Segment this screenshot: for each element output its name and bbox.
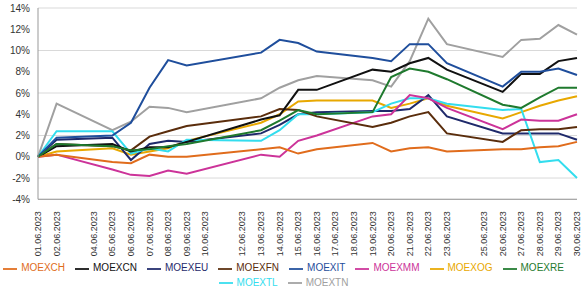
svg-text:23.06.2023: 23.06.2023 xyxy=(442,211,452,256)
html-text:MOEXCH: MOEXCH xyxy=(21,262,65,274)
svg-text:14.06.2023: 14.06.2023 xyxy=(275,211,285,256)
svg-text:30.06.2023: 30.06.2023 xyxy=(572,211,582,256)
svg-text:29.06.2023: 29.06.2023 xyxy=(553,211,563,256)
html-text:MOEXTN: MOEXTN xyxy=(305,276,349,288)
html-text:MOEXIT: MOEXIT xyxy=(307,262,346,274)
svg-text:10%: 10% xyxy=(10,45,30,56)
svg-text:6%: 6% xyxy=(16,88,31,99)
svg-text:07.06.2023: 07.06.2023 xyxy=(145,211,155,256)
svg-text:8%: 8% xyxy=(16,66,31,77)
svg-text:27.06.2023: 27.06.2023 xyxy=(516,211,526,256)
svg-text:16.06.2023: 16.06.2023 xyxy=(312,211,322,256)
html-text:MOEXFN: MOEXFN xyxy=(236,262,280,274)
html-text:MOEXEU: MOEXEU xyxy=(164,262,209,274)
html-text:MOEXMM: MOEXMM xyxy=(373,262,420,274)
svg-text:4%: 4% xyxy=(16,109,31,120)
html-text:MOEXCN: MOEXCN xyxy=(93,262,137,274)
svg-text:-4%: -4% xyxy=(12,194,30,205)
svg-text:20.06.2023: 20.06.2023 xyxy=(386,211,396,256)
svg-text:05.06.2023: 05.06.2023 xyxy=(107,211,117,256)
svg-text:13.06.2023: 13.06.2023 xyxy=(256,211,266,256)
html-text:MOEXRE: MOEXRE xyxy=(520,262,564,274)
svg-text:17.06.2023: 17.06.2023 xyxy=(330,211,340,256)
svg-text:04.06.2023: 04.06.2023 xyxy=(89,211,99,256)
svg-text:2%: 2% xyxy=(16,130,31,141)
svg-text:18.06.2023: 18.06.2023 xyxy=(349,211,359,256)
svg-text:28.06.2023: 28.06.2023 xyxy=(535,211,545,256)
svg-text:06.06.2023: 06.06.2023 xyxy=(126,211,136,256)
svg-text:19.06.2023: 19.06.2023 xyxy=(368,211,378,256)
svg-text:21.06.2023: 21.06.2023 xyxy=(405,211,415,256)
svg-text:10.06.2023: 10.06.2023 xyxy=(200,211,210,256)
svg-text:26.06.2023: 26.06.2023 xyxy=(498,211,508,256)
html-text:MOEXOG: MOEXOG xyxy=(447,262,493,274)
svg-text:09.06.2023: 09.06.2023 xyxy=(182,211,192,256)
svg-text:12.06.2023: 12.06.2023 xyxy=(237,211,247,256)
svg-text:02.06.2023: 02.06.2023 xyxy=(52,211,62,256)
svg-text:25.06.2023: 25.06.2023 xyxy=(479,211,489,256)
svg-text:12%: 12% xyxy=(10,24,30,35)
svg-text:0%: 0% xyxy=(16,151,31,162)
svg-text:15.06.2023: 15.06.2023 xyxy=(293,211,303,256)
svg-text:01.06.2023: 01.06.2023 xyxy=(33,211,43,256)
svg-text:-2%: -2% xyxy=(12,173,30,184)
svg-text:14%: 14% xyxy=(10,3,30,14)
svg-text:08.06.2023: 08.06.2023 xyxy=(163,211,173,256)
html-text:MOEXTL: MOEXTL xyxy=(236,276,278,288)
svg-text:22.06.2023: 22.06.2023 xyxy=(423,211,433,256)
